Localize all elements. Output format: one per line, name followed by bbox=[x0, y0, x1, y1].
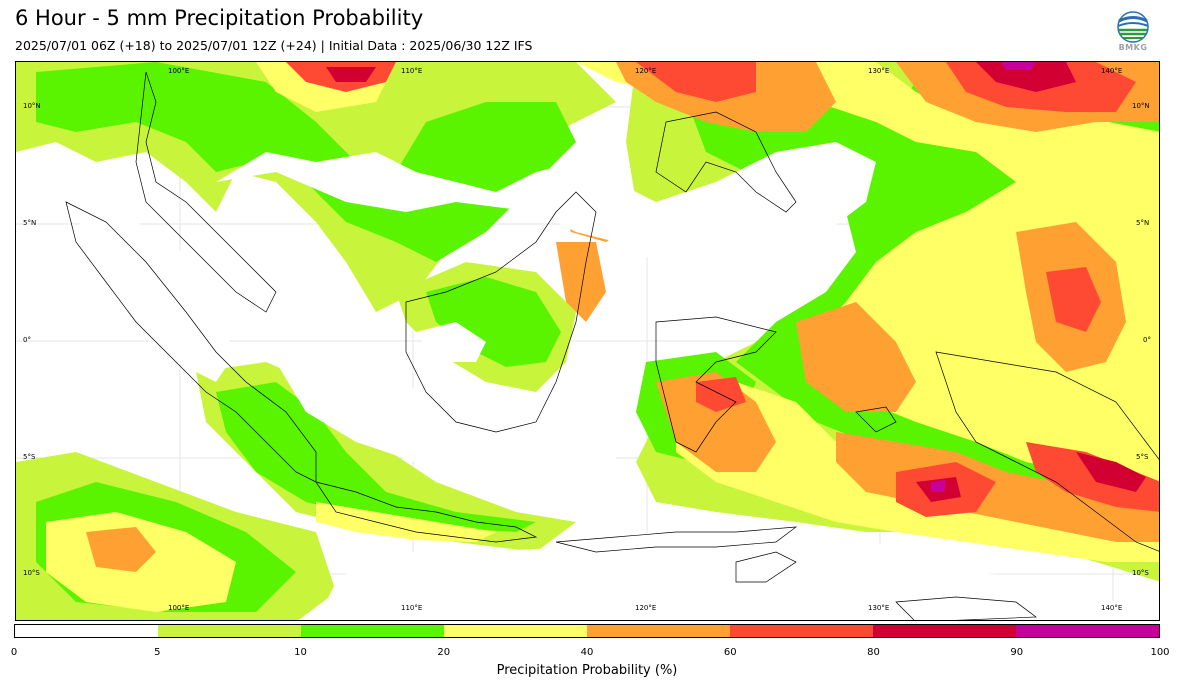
lat-label-left-10s: 10°S bbox=[23, 569, 40, 577]
australia-coast bbox=[895, 596, 1037, 620]
sumatra-coast bbox=[65, 201, 317, 483]
colorbar-segment-3 bbox=[444, 625, 587, 637]
seram-coast bbox=[855, 406, 897, 433]
lat-label-right-10n: 10°N bbox=[1132, 102, 1150, 110]
colorbar-tick-label: 5 bbox=[154, 647, 161, 658]
lon-label-top-100e: 100°E bbox=[168, 67, 190, 75]
lat-label-right-5n: 5°N bbox=[1136, 219, 1150, 227]
lat-label-left-10n: 10°N bbox=[23, 102, 41, 110]
logo-text: BMKG bbox=[1118, 43, 1148, 52]
colorbar-segment-2 bbox=[301, 625, 444, 637]
philippines-coast bbox=[655, 111, 797, 213]
lat-label-right-0: 0° bbox=[1143, 336, 1151, 344]
lon-label-bottom-110e: 110°E bbox=[401, 604, 423, 612]
colorbar-tick-label: 40 bbox=[580, 647, 594, 658]
colorbar bbox=[14, 624, 1160, 638]
lat-label-left-5s: 5°S bbox=[23, 453, 36, 461]
colorbar-label: Precipitation Probability (%) bbox=[496, 663, 678, 678]
chart-title: 6 Hour - 5 mm Precipitation Probability bbox=[15, 6, 424, 30]
lon-label-bottom-100e: 100°E bbox=[168, 604, 190, 612]
java-coast bbox=[315, 481, 538, 543]
timor-coast bbox=[735, 551, 797, 583]
lon-label-bottom-130e: 130°E bbox=[868, 604, 890, 612]
lat-label-right-10s: 10°S bbox=[1132, 569, 1149, 577]
lat-label-right-5s: 5°S bbox=[1136, 453, 1149, 461]
colorbar-segment-1 bbox=[158, 625, 301, 637]
colorbar-segment-0 bbox=[15, 625, 158, 637]
colorbar-tick-label: 100 bbox=[1150, 647, 1170, 658]
lon-label-top-120e: 120°E bbox=[635, 67, 657, 75]
lon-label-bottom-140e: 140°E bbox=[1101, 604, 1123, 612]
lon-label-bottom-120e: 120°E bbox=[635, 604, 657, 612]
colorbar-segment-5 bbox=[730, 625, 873, 637]
borneo-coast bbox=[405, 191, 597, 433]
colorbar-segment-7 bbox=[1016, 625, 1159, 637]
chart-subtitle: 2025/07/01 06Z (+18) to 2025/07/01 12Z (… bbox=[15, 38, 533, 53]
lesser-sunda-coast bbox=[555, 526, 798, 553]
coastlines bbox=[65, 71, 1159, 620]
lat-label-left-5n: 5°N bbox=[23, 219, 37, 227]
colorbar-tick-label: 60 bbox=[723, 647, 737, 658]
precipitation-map: 100°E 110°E 120°E 130°E 140°E 100°E 110°… bbox=[15, 61, 1160, 621]
precip-field bbox=[16, 62, 1159, 620]
colorbar-tick-label: 10 bbox=[294, 647, 307, 658]
lon-label-top-130e: 130°E bbox=[868, 67, 890, 75]
colorbar-tick-label: 20 bbox=[437, 647, 451, 658]
colorbar-segment-6 bbox=[873, 625, 1016, 637]
bmkg-logo-icon bbox=[1117, 11, 1149, 43]
colorbar-tick-label: 0 bbox=[10, 647, 18, 658]
map-canvas bbox=[16, 62, 1159, 620]
lon-label-top-110e: 110°E bbox=[401, 67, 423, 75]
colorbar-tick-label: 80 bbox=[867, 647, 880, 658]
malay-peninsula-coast bbox=[135, 71, 277, 313]
colorbar-tick-label: 90 bbox=[1010, 647, 1024, 658]
lat-label-left-0: 0° bbox=[23, 336, 31, 344]
lon-label-top-140e: 140°E bbox=[1101, 67, 1123, 75]
colorbar-segment-4 bbox=[587, 625, 730, 637]
new-guinea-coast bbox=[935, 351, 1159, 552]
sulawesi-coast bbox=[655, 316, 777, 453]
bmkg-logo: BMKG bbox=[1112, 10, 1154, 56]
